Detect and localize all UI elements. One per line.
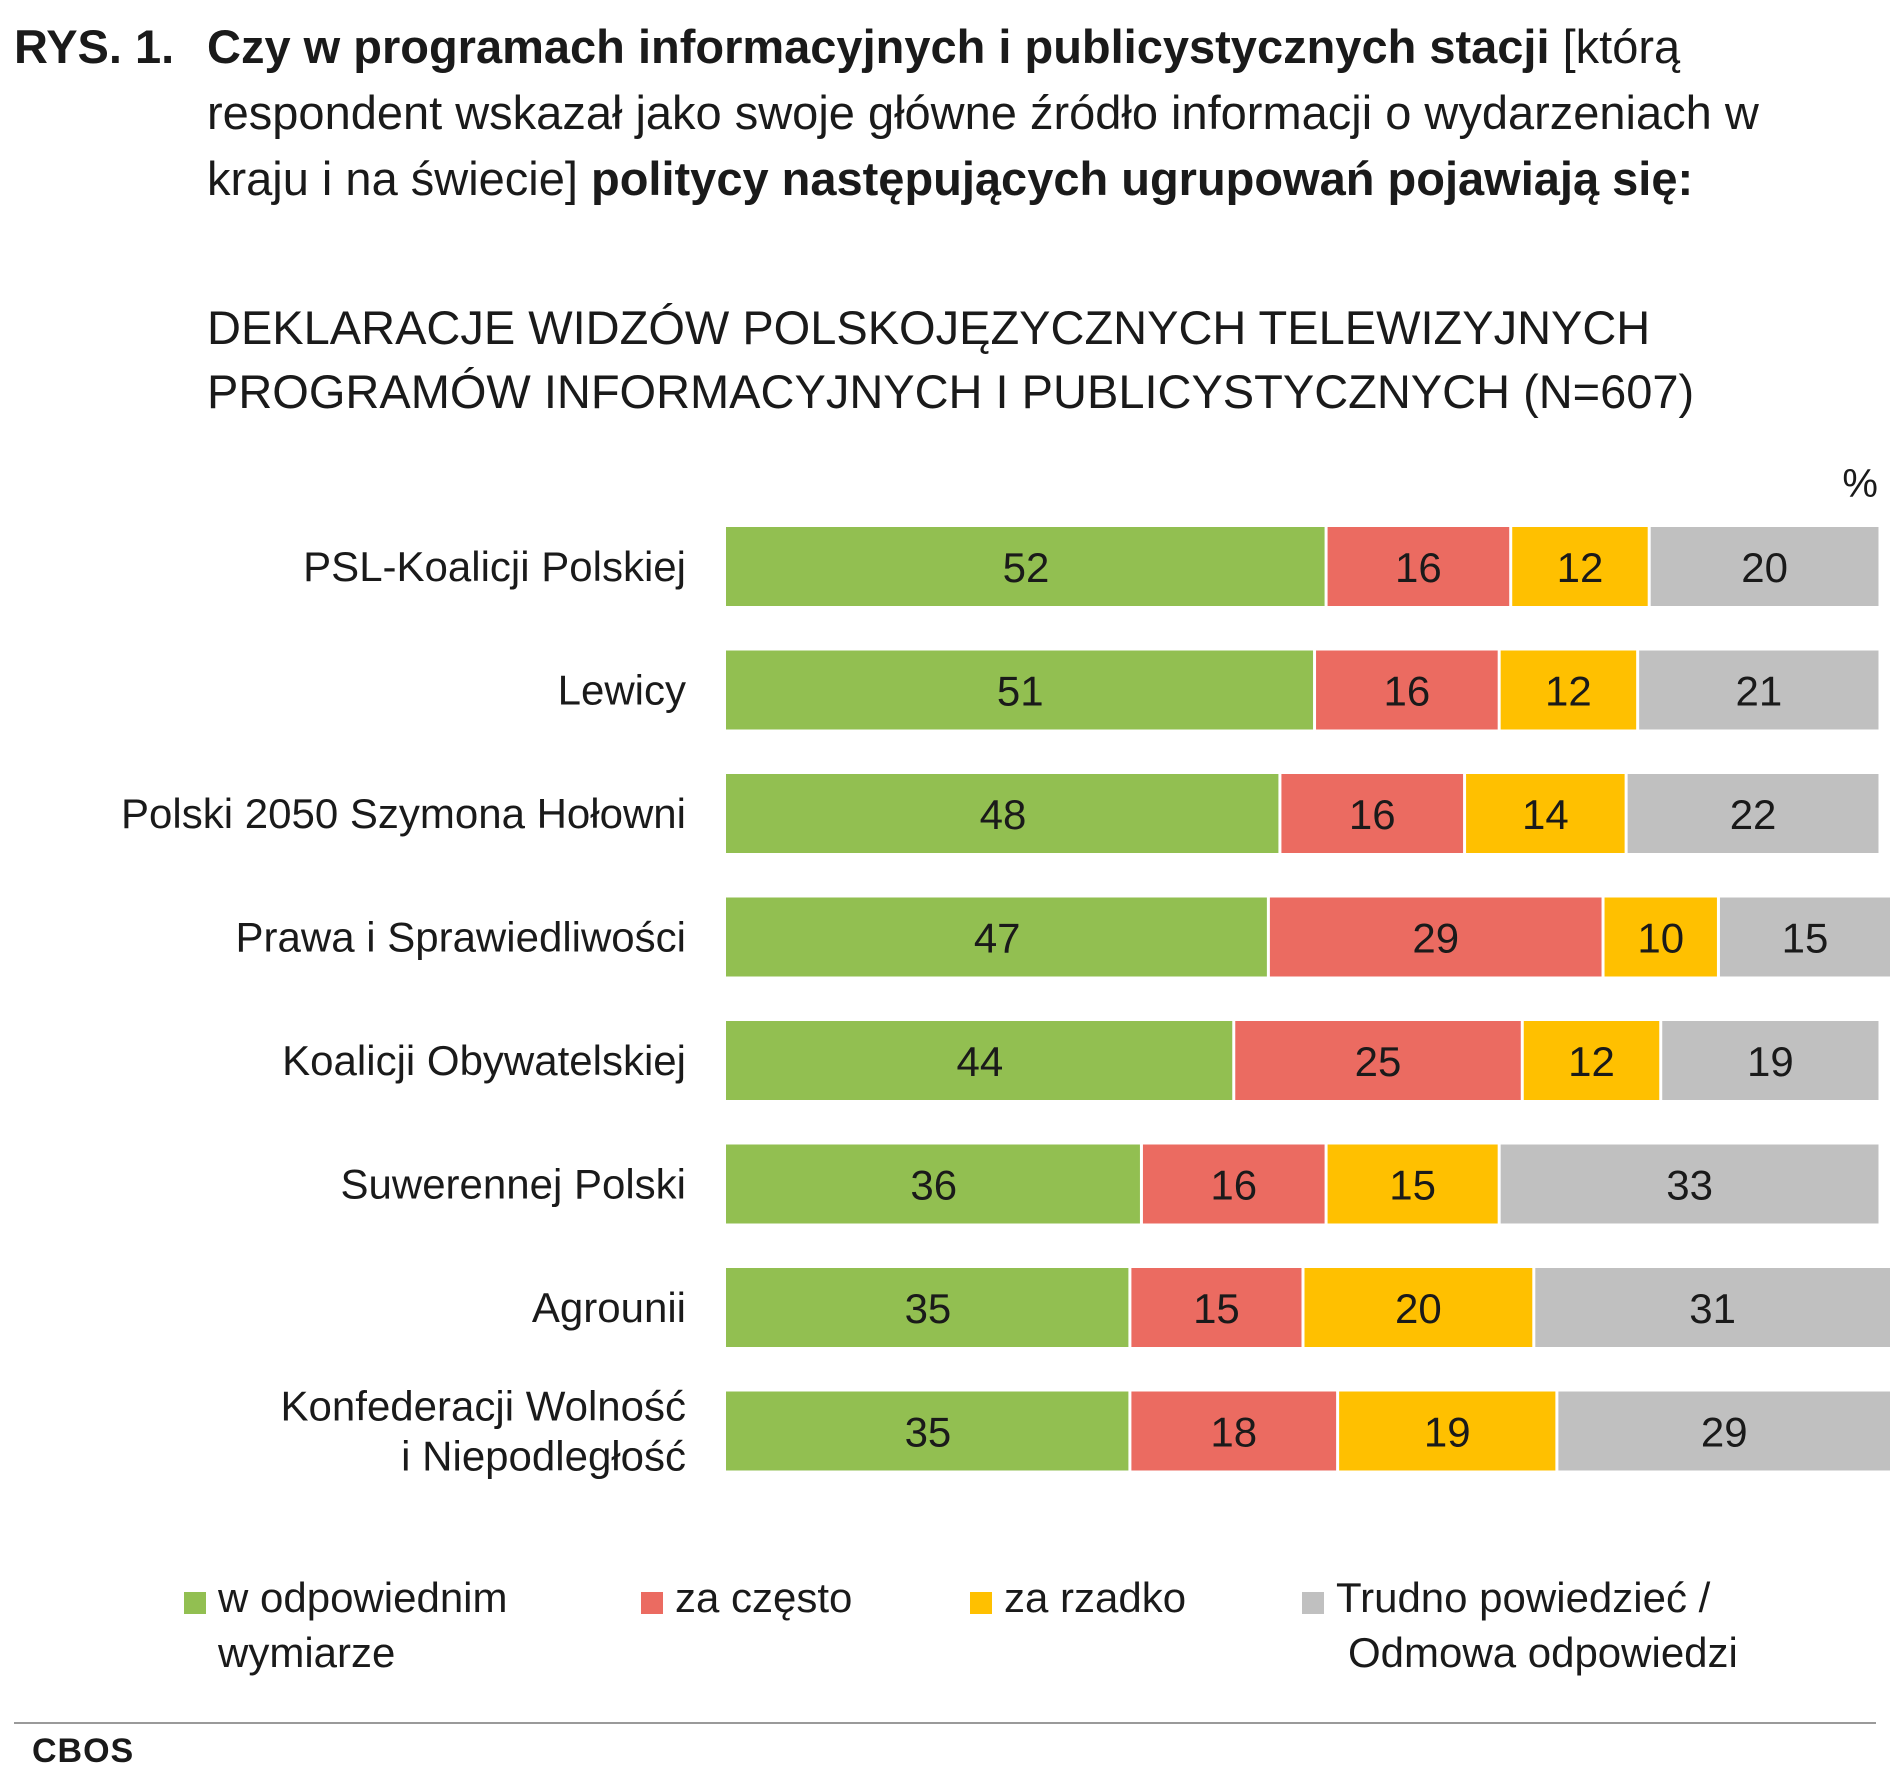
- data-label: 47: [974, 915, 1021, 962]
- legend-label: za często: [675, 1574, 853, 1621]
- legend-swatch: [641, 1592, 663, 1614]
- category-label: Agrounii: [532, 1284, 686, 1331]
- bar-segment: [1131, 1391, 1337, 1471]
- data-label: 19: [1424, 1409, 1471, 1456]
- footer-divider: [14, 1722, 1876, 1724]
- bar-segment: [1316, 650, 1498, 730]
- data-label: 35: [905, 1285, 952, 1332]
- data-label: 16: [1349, 791, 1396, 838]
- legend-label: Trudno powiedzieć /: [1336, 1574, 1711, 1621]
- data-label: 16: [1210, 1162, 1257, 1209]
- figure-title: Czy w programach informacyjnych i public…: [207, 14, 1807, 212]
- bar-segment: [726, 1268, 1129, 1347]
- bar-segment: [1131, 1268, 1302, 1347]
- bar-segment: [1281, 774, 1464, 853]
- bar-segment: [1304, 1268, 1533, 1347]
- unit-label: %: [1842, 462, 1878, 506]
- data-label: 52: [1003, 544, 1050, 591]
- bar-segment: [726, 650, 1314, 730]
- bar-segment: [1500, 650, 1637, 730]
- source-label: CBOS: [32, 1732, 135, 1770]
- data-label: 15: [1389, 1162, 1436, 1209]
- legend-item: w odpowiednim wymiarze: [184, 1570, 508, 1680]
- legend-item: za często: [641, 1570, 852, 1625]
- category-label: Koalicji Obywatelskiej: [282, 1037, 686, 1084]
- title-bold-part-1: Czy w programach informacyjnych i public…: [207, 20, 1550, 73]
- bar-segment: [1535, 1268, 1890, 1347]
- bar-segment: [1627, 774, 1879, 853]
- data-label: 12: [1557, 544, 1604, 591]
- bar-segment: [1500, 1144, 1879, 1224]
- category-label: Suwerennej Polski: [340, 1161, 686, 1208]
- category-label: Prawa i Sprawiedliwości: [236, 914, 687, 961]
- legend-swatch: [970, 1592, 992, 1614]
- legend-label: za rzadko: [1004, 1574, 1187, 1621]
- legend-item: Trudno powiedzieć / Odmowa odpowiedzi: [1302, 1570, 1738, 1680]
- figure-label: RYS. 1.: [14, 20, 175, 73]
- bar-segment: [1235, 1021, 1521, 1100]
- bar-segment: [726, 774, 1279, 853]
- bar-segment: [1339, 1391, 1556, 1471]
- legend-label: Odmowa odpowiedzi: [1348, 1629, 1738, 1676]
- data-label: 19: [1747, 1038, 1794, 1085]
- category-label: Polski 2050 Szymona Hołowni: [121, 790, 686, 837]
- bar-segment: [1558, 1391, 1890, 1471]
- bar-segment: [726, 897, 1267, 977]
- data-label: 18: [1210, 1409, 1257, 1456]
- bar-segment: [1327, 527, 1510, 606]
- bar-segment: [1142, 1144, 1325, 1224]
- data-label: 29: [1412, 915, 1459, 962]
- data-label: 15: [1782, 915, 1829, 962]
- data-label: 16: [1384, 668, 1431, 715]
- legend-swatch: [1302, 1592, 1324, 1614]
- stacked-bar-chart: PSL-Koalicji Polskiej 52 16 12 20 Lewicy 51 16 1…: [121, 527, 1890, 1480]
- bar-segment: [726, 1391, 1129, 1471]
- bar-segment: [1719, 897, 1890, 977]
- chart-subtitle: DEKLARACJE WIDZÓW POLSKOJĘZYCZNYCH TELEW…: [207, 301, 1695, 418]
- bar-segment: [726, 1021, 1233, 1100]
- bar-segment: [1327, 1144, 1498, 1224]
- category-label: Lewicy: [558, 667, 686, 714]
- data-label: 14: [1522, 791, 1569, 838]
- data-label: 20: [1395, 1285, 1442, 1332]
- data-label: 20: [1741, 544, 1788, 591]
- data-label: 12: [1568, 1038, 1615, 1085]
- title-bold-part-2: politycy następujących ugrupowań pojawia…: [591, 152, 1694, 205]
- legend-label: w odpowiednim: [218, 1574, 508, 1621]
- bar-segment: [726, 1144, 1140, 1224]
- category-label: Konfederacji Wolność: [281, 1383, 686, 1430]
- bar-segment: [1662, 1021, 1879, 1100]
- title-normal-part: [którą respondent wskazał jako swoje głó…: [207, 20, 1759, 205]
- bar-segment: [1523, 1021, 1660, 1100]
- data-label: 33: [1666, 1162, 1713, 1209]
- category-label: i Niepodległość: [401, 1433, 686, 1480]
- data-label: 31: [1689, 1285, 1736, 1332]
- data-label: 48: [980, 791, 1027, 838]
- data-label: 22: [1730, 791, 1777, 838]
- legend-swatch: [184, 1592, 206, 1614]
- data-label: 25: [1355, 1038, 1402, 1085]
- data-label: 35: [905, 1409, 952, 1456]
- data-label: 16: [1395, 544, 1442, 591]
- legend-item: za rzadko: [970, 1570, 1186, 1625]
- legend-label: wymiarze: [218, 1629, 396, 1676]
- bar-segment: [1639, 650, 1879, 730]
- bar-segment: [1466, 774, 1625, 853]
- data-label: 10: [1637, 915, 1684, 962]
- data-label: 44: [957, 1038, 1004, 1085]
- bar-segment: [1512, 527, 1648, 606]
- data-label: 29: [1701, 1409, 1748, 1456]
- chart-legend: w odpowiednim wymiarze za często za rzadko T…: [0, 1570, 1890, 1690]
- data-label: 12: [1545, 668, 1592, 715]
- data-label: 21: [1735, 668, 1782, 715]
- data-label: 36: [910, 1162, 957, 1209]
- data-label: 51: [997, 668, 1044, 715]
- data-label: 15: [1193, 1285, 1240, 1332]
- bar-segment: [726, 527, 1325, 606]
- bar-segment: [1269, 897, 1602, 977]
- category-label: PSL-Koalicji Polskiej: [303, 543, 686, 590]
- bar-segment: [1650, 527, 1879, 606]
- bar-segment: [1604, 897, 1717, 977]
